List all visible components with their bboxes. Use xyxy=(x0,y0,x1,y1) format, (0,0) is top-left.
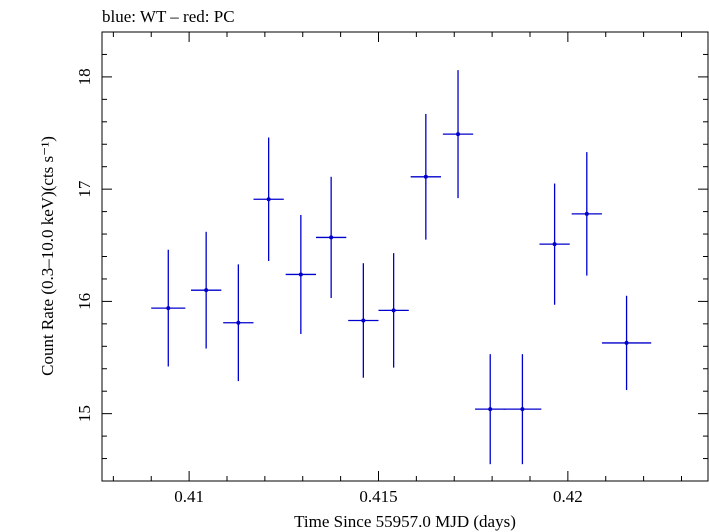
data-point xyxy=(503,354,542,465)
data-point xyxy=(253,137,284,261)
x-tick-label: 0.415 xyxy=(359,487,397,506)
point-marker xyxy=(552,242,557,247)
x-tick-label: 0.42 xyxy=(553,487,583,506)
x-axis-label: Time Since 55957.0 MJD (days) xyxy=(294,512,516,531)
point-marker xyxy=(584,211,589,216)
data-point xyxy=(223,264,254,382)
data-point xyxy=(539,183,570,305)
point-marker xyxy=(488,407,493,412)
y-tick-label: 16 xyxy=(75,293,94,310)
y-tick-label: 18 xyxy=(75,68,94,85)
data-point xyxy=(285,214,316,334)
data-point xyxy=(191,231,222,349)
plot-frame xyxy=(101,31,709,482)
chart-title: blue: WT – red: PC xyxy=(102,7,235,26)
data-points xyxy=(151,70,652,465)
data-point xyxy=(378,253,409,368)
point-marker xyxy=(166,306,171,311)
x-axis-ticks: 0.41 0.415 0.42 xyxy=(112,32,682,506)
data-point xyxy=(442,70,474,199)
y-tick-label: 15 xyxy=(75,405,94,422)
y-axis-label: Count Rate (0.3–10.0 keV)(cts s⁻¹) xyxy=(38,136,57,376)
point-marker xyxy=(423,174,428,179)
y-tick-label: 17 xyxy=(75,180,94,198)
point-marker xyxy=(236,320,241,325)
point-marker xyxy=(520,407,525,412)
point-marker xyxy=(266,197,271,202)
data-point xyxy=(348,263,379,378)
data-point xyxy=(315,176,347,299)
point-marker xyxy=(329,235,334,240)
point-marker xyxy=(624,340,629,345)
point-marker xyxy=(361,318,366,323)
data-point xyxy=(410,113,441,240)
point-marker xyxy=(456,132,461,137)
point-marker xyxy=(204,288,209,293)
data-point xyxy=(475,354,506,465)
data-point xyxy=(151,249,186,367)
x-tick-label: 0.41 xyxy=(174,487,204,506)
point-marker xyxy=(298,272,303,277)
data-point xyxy=(601,295,652,391)
y-axis-ticks: 15 16 17 18 xyxy=(75,31,708,482)
data-point xyxy=(571,152,602,276)
point-marker xyxy=(391,308,396,313)
